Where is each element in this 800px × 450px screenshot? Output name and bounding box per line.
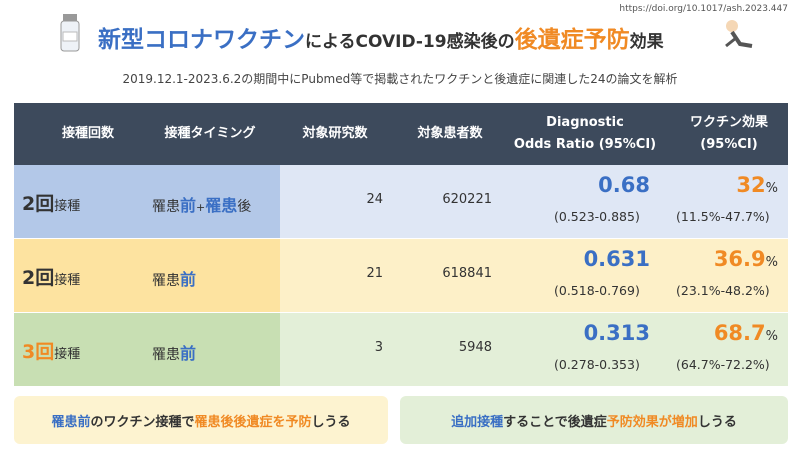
text-part: 罹患	[51, 414, 78, 430]
studies: 3	[374, 340, 383, 355]
first-cells-bg	[14, 313, 280, 386]
studies: 21	[366, 266, 383, 281]
patients: 618841	[442, 266, 492, 281]
odds-ratio-ci: (0.518-0.769)	[554, 283, 640, 298]
text-part: 前	[77, 414, 91, 430]
effect-value: 68.7	[713, 321, 766, 345]
table-row: 2回接種 罹患前 21 618841 0.631 (0.518-0.769) 36.9% (2…	[14, 239, 788, 314]
header: 対象患者数	[417, 126, 483, 141]
first-cells-bg	[14, 239, 280, 312]
title-part: 効果	[629, 32, 664, 52]
table-row: 3回接種 罹患前 3 5948 0.313 (0.278-0.353) 68.7% (64.7…	[14, 313, 788, 388]
title-part: による	[305, 32, 356, 52]
effect-ci: (64.7%-72.2%)	[676, 357, 770, 372]
odds-ratio: 0.68	[598, 173, 650, 197]
text-part: 追加接種	[451, 414, 504, 430]
dose-unit: 回	[35, 193, 55, 215]
header: 対象研究数	[302, 126, 368, 141]
timing-part: +	[196, 201, 206, 214]
odds-ratio: 0.313	[583, 321, 650, 345]
effect-value: 32	[736, 173, 766, 197]
timing-part: 罹患	[205, 196, 238, 215]
table-row: 2回接種 罹患前+罹患後 24 620221 0.68 (0.523-0.885) 32%(…	[14, 165, 788, 240]
effect-value: 36.9	[713, 247, 766, 271]
dose-unit: 回	[35, 267, 55, 289]
subtitle: 2019.12.1-2023.6.2の期間中にPubmed等で掲載されたワクチン…	[122, 72, 678, 86]
effect-ci: (23.1%-48.2%)	[676, 283, 770, 298]
timing: 罹患前	[152, 266, 196, 290]
text-part: 予防効果が増加	[606, 414, 698, 430]
dose-count: 3	[22, 341, 36, 363]
effect: 32%	[736, 173, 778, 197]
header: 接種回数	[61, 126, 114, 141]
title-part: 新型コロナワクチン	[98, 27, 305, 53]
title-part: 後遺症予防	[514, 27, 630, 53]
effect: 68.7%	[714, 321, 778, 345]
title-part: COVID-19感染後の	[355, 32, 515, 52]
conclusion-box: 追加接種 することで後遺症 予防効果が増加 しうる	[400, 396, 788, 444]
odds-ratio: 0.631	[583, 247, 650, 271]
vial-icon	[60, 14, 80, 52]
header-line: (95%CI)	[700, 137, 758, 152]
text-part: しうる	[697, 414, 737, 430]
effect-ci: (11.5%-47.7%)	[676, 209, 770, 224]
title: 新型コロナワクチンによるCOVID-19感染後の後遺症予防効果	[98, 20, 664, 54]
timing-part: 罹患	[152, 273, 180, 289]
text-part: することで後遺症	[503, 414, 607, 430]
person-icon	[725, 20, 753, 48]
effect-unit: %	[765, 181, 778, 196]
header: ワクチン効果 (95%CI)	[670, 103, 788, 165]
timing-part: 罹患	[152, 199, 180, 215]
dose-label: 接種	[54, 273, 81, 288]
timing-part: 罹患	[152, 347, 180, 363]
dose-count: 2	[22, 193, 36, 215]
odds-ratio-ci: (0.278-0.353)	[554, 357, 640, 372]
dose-label: 接種	[54, 347, 81, 362]
timing-part: 後	[237, 199, 252, 215]
effect-unit: %	[765, 329, 778, 344]
header-line: ワクチン効果	[689, 115, 768, 130]
dose-unit: 回	[35, 341, 55, 363]
header: Diagnostic Odds Ratio (95%CI)	[510, 103, 660, 165]
effect: 36.9%	[714, 247, 778, 271]
dose-count: 2	[22, 267, 36, 289]
text-part: のワクチン接種で	[90, 414, 195, 430]
source: https://doi.org/10.1017/ash.2023.447	[619, 4, 788, 14]
text-part: しうる	[311, 414, 351, 430]
timing: 罹患前	[152, 340, 196, 364]
dose: 2回接種	[22, 189, 80, 216]
first-cells-bg	[14, 165, 280, 238]
dose: 2回接種	[22, 263, 80, 290]
patients: 5948	[458, 340, 492, 355]
studies: 24	[366, 192, 383, 207]
timing-part: 前	[180, 196, 197, 215]
timing: 罹患前+罹患後	[152, 192, 251, 216]
text-part: 罹患後後遺症を予防	[194, 414, 312, 430]
dose: 3回接種	[22, 337, 80, 364]
header-line: Odds Ratio (95%CI)	[513, 137, 657, 152]
odds-ratio-ci: (0.523-0.885)	[554, 209, 640, 224]
conclusion-box: 罹患前のワクチン接種で 罹患後後遺症を予防 しうる	[14, 396, 388, 444]
effect-unit: %	[765, 255, 778, 270]
dose-label: 接種	[54, 199, 81, 214]
timing-part: 前	[180, 344, 197, 363]
timing-part: 前	[180, 270, 197, 289]
header-line: Diagnostic	[546, 115, 624, 130]
patients: 620221	[442, 192, 492, 207]
table-header	[14, 103, 788, 165]
header: 接種タイミング	[164, 126, 256, 141]
